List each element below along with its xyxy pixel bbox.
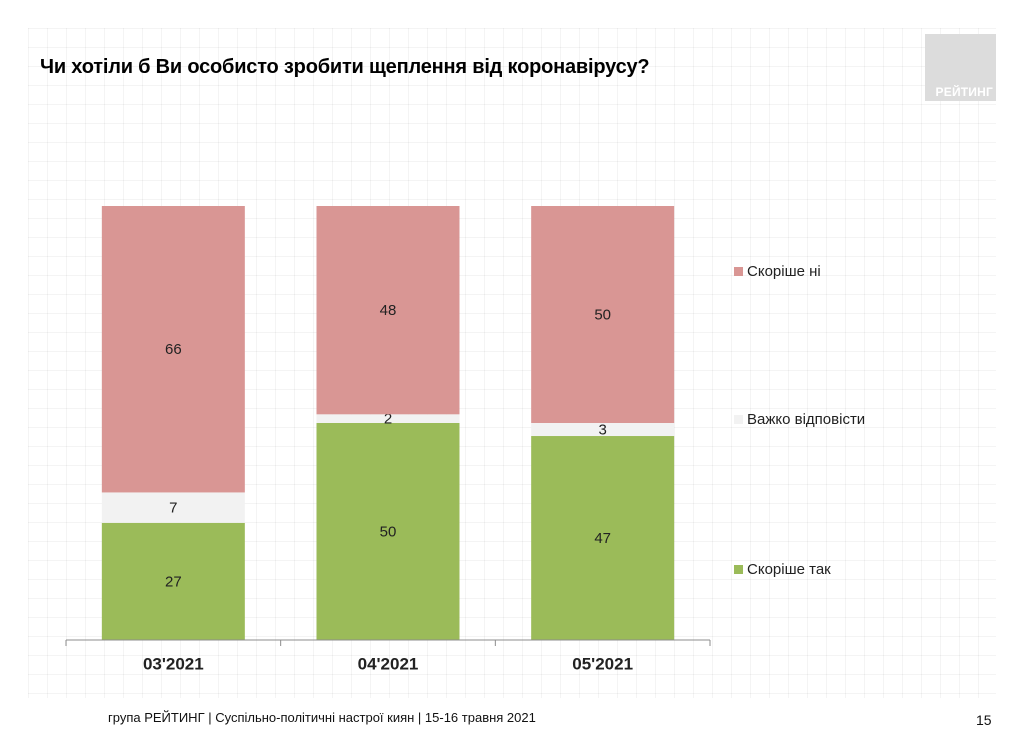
legend-swatch: [734, 565, 743, 574]
logo-text: РЕЙТИНГ: [935, 85, 993, 99]
data-label: 47: [594, 530, 611, 547]
legend-label: Скоріше так: [747, 561, 831, 578]
legend-label: Скоріше ні: [747, 263, 821, 280]
data-label: 50: [380, 523, 397, 540]
legend-swatch: [734, 267, 743, 276]
legend-label: Важко відповісти: [747, 411, 865, 428]
chart-title: Чи хотіли б Ви особисто зробити щеплення…: [40, 56, 650, 78]
x-tick-label: 04'2021: [358, 654, 419, 673]
page-number: 15: [976, 712, 992, 728]
bar-segment: [316, 423, 460, 640]
bar-segment: [101, 522, 245, 640]
legend-swatch: [734, 415, 743, 424]
bar-segment: [316, 414, 460, 423]
x-tick-label: 03'2021: [143, 654, 204, 673]
footer-text: група РЕЙТИНГ | Суспільно-політичні наст…: [108, 710, 536, 725]
bar-segment: [101, 492, 245, 523]
data-label: 2: [384, 411, 392, 428]
bar-segment: [316, 206, 460, 415]
x-tick-label: 05'2021: [572, 654, 633, 673]
rating-logo: РЕЙТИНГ: [925, 34, 996, 101]
data-label: 27: [165, 573, 182, 590]
bar-segment: [531, 436, 675, 640]
data-label: 66: [165, 341, 182, 358]
data-label: 7: [169, 500, 177, 517]
bar-segment: [531, 206, 675, 423]
bar-segment: [531, 423, 675, 437]
data-label: 48: [380, 302, 397, 319]
data-label: 50: [594, 306, 611, 323]
data-label: 3: [598, 421, 606, 438]
bar-segment: [101, 206, 245, 493]
